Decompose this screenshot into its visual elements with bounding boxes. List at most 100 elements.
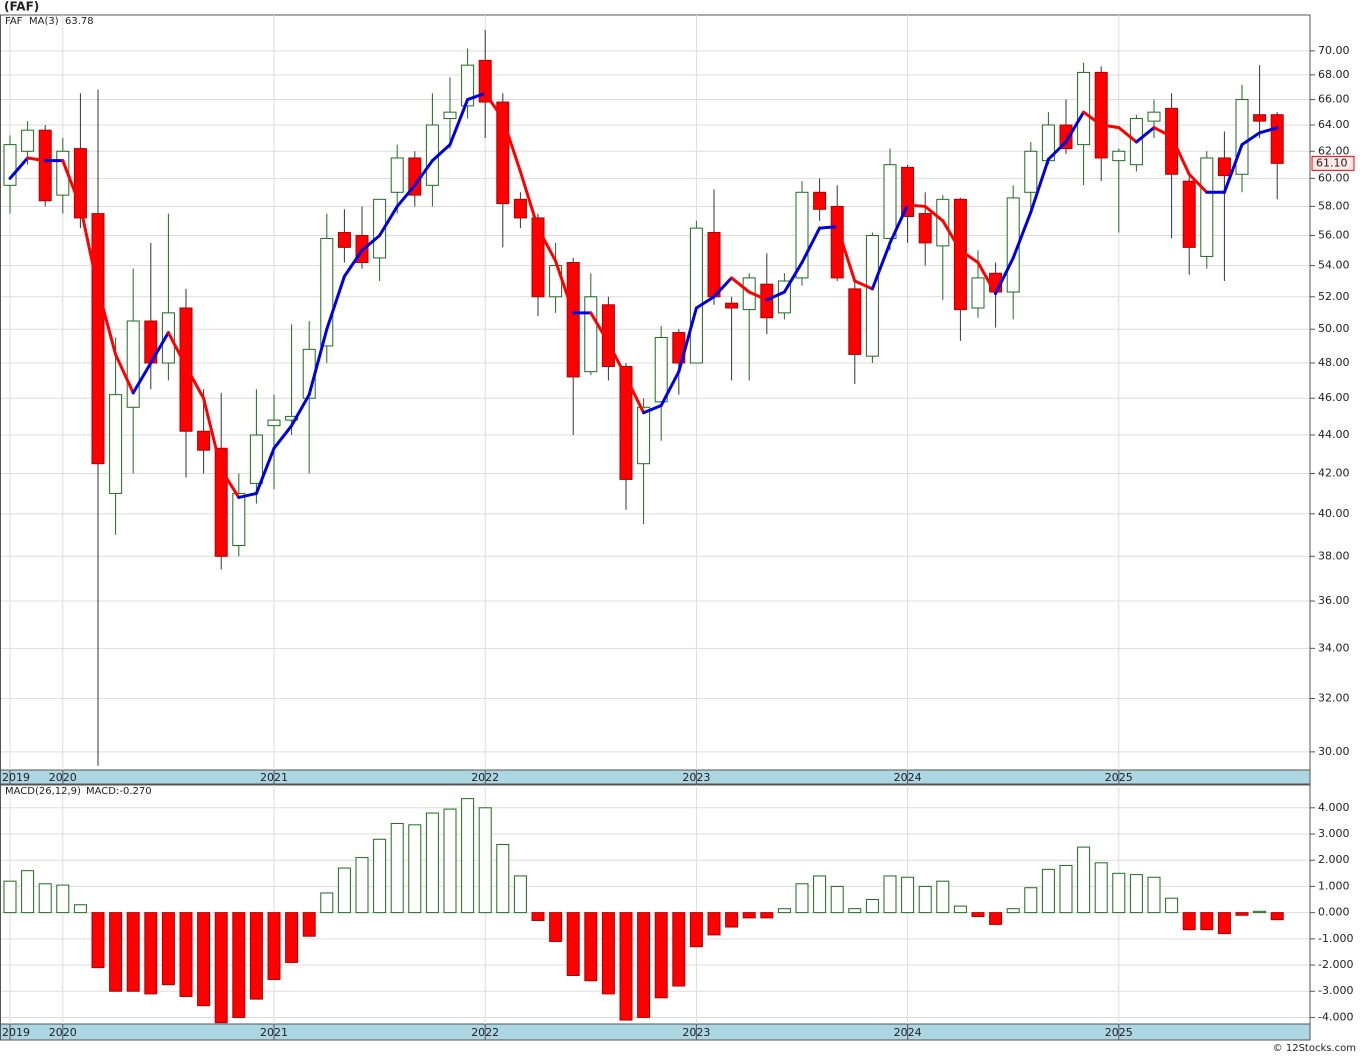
macd-bar — [73, 904, 87, 914]
ma-segment — [413, 159, 434, 187]
ma-segment — [272, 424, 294, 450]
ma-segment — [1187, 172, 1209, 194]
y-tick-label: -4.000 — [1318, 1010, 1353, 1023]
macd-bar — [531, 912, 545, 921]
macd-bar — [742, 912, 756, 919]
ma-segment — [765, 290, 786, 302]
candle-body — [1112, 150, 1126, 162]
macd-bar — [901, 876, 915, 914]
ma-segment — [906, 203, 927, 208]
candle-body — [38, 129, 52, 202]
ma-segment — [466, 91, 487, 102]
y-tick-label: 58.00 — [1318, 199, 1350, 212]
candle-body — [901, 166, 915, 217]
macd-bar — [1182, 912, 1196, 931]
x-tick-label: 2021 — [260, 771, 288, 784]
macd-bar — [179, 912, 193, 997]
candle-body — [373, 198, 387, 259]
y-tick-label: 32.00 — [1318, 691, 1350, 704]
candle-body — [91, 213, 105, 465]
ma-segment — [1222, 143, 1244, 194]
ma-segment — [747, 290, 769, 302]
ma-segment — [712, 276, 734, 299]
candle-body — [918, 213, 932, 244]
ma-segment — [536, 226, 558, 263]
x-tick-label: 2020 — [49, 771, 77, 784]
macd-bar — [1006, 908, 1020, 914]
macd-bar — [461, 798, 475, 914]
candle-body — [1270, 114, 1284, 164]
macd-bar — [689, 912, 703, 948]
y-tick-label: 46.00 — [1318, 391, 1350, 404]
candle-body — [689, 227, 703, 364]
candle-body — [1077, 71, 1091, 146]
ma-segment — [694, 295, 716, 310]
macd-bar — [320, 892, 334, 914]
ma-segment — [659, 370, 681, 407]
ma-segment — [923, 204, 945, 223]
x-tick-label: 2019 — [2, 1026, 30, 1039]
ma-segment — [131, 361, 153, 395]
macd-bar — [936, 880, 950, 914]
candle-body — [179, 307, 193, 432]
y-tick-label: 34.00 — [1318, 641, 1350, 654]
y-tick-label: 38.00 — [1318, 549, 1350, 562]
ma-segment — [237, 491, 258, 499]
ma-segment — [254, 446, 276, 495]
macd-bar — [496, 843, 510, 914]
y-tick-label: 70.00 — [1318, 44, 1350, 57]
macd-bar — [337, 867, 351, 914]
macd-bar — [1217, 912, 1231, 935]
ma-segment — [888, 203, 910, 245]
macd-bar — [38, 883, 52, 914]
y-tick-label: 50.00 — [1318, 322, 1350, 335]
ma-segment — [941, 219, 962, 252]
y-tick-label: 3.000 — [1318, 827, 1350, 840]
ma-segment — [606, 341, 628, 379]
ma-segment — [1029, 157, 1050, 214]
macd-bar — [425, 812, 439, 914]
macd-bar — [830, 885, 844, 914]
candle-body — [1217, 157, 1231, 177]
x-tick-label: 2020 — [49, 1026, 77, 1039]
candle-body — [461, 64, 475, 107]
ma-segment — [835, 225, 857, 283]
candle-body — [707, 232, 721, 298]
ma-segment — [958, 248, 980, 265]
macd-bar — [3, 880, 17, 914]
ma-segment — [395, 183, 417, 208]
ma-segment — [994, 256, 1015, 296]
y-tick-label: 56.00 — [1318, 228, 1350, 241]
candle-body — [109, 394, 123, 494]
footer: © 12Stocks.com — [1273, 1043, 1356, 1054]
candle-body — [1059, 124, 1073, 150]
macd-bar — [56, 884, 70, 914]
macd-bar — [1270, 912, 1284, 921]
candle-body — [566, 262, 580, 378]
y-tick-label: 62.00 — [1318, 144, 1350, 157]
ma-segment — [219, 468, 241, 499]
macd-bar — [109, 912, 123, 992]
macd-bar — [637, 912, 651, 1018]
x-tick-label: 2023 — [682, 771, 710, 784]
macd-bar — [566, 912, 580, 977]
macd-bar — [408, 824, 422, 914]
macd-bar — [777, 908, 791, 914]
ma-segment — [782, 261, 804, 294]
candle-body — [1200, 157, 1214, 257]
ma-segment — [677, 306, 698, 374]
ma-segment — [1258, 126, 1279, 135]
x-tick-label: 2022 — [471, 1026, 499, 1039]
candle-body — [267, 419, 281, 427]
candle-body — [390, 157, 404, 193]
candle-body — [848, 288, 862, 355]
y-tick-label: 54.00 — [1318, 259, 1350, 272]
y-tick-label: -1.000 — [1318, 932, 1353, 945]
ma-segment — [448, 98, 470, 147]
y-tick-label: 0.000 — [1318, 906, 1350, 919]
macd-bar — [91, 912, 105, 969]
macd-bar — [601, 912, 615, 995]
y-tick-label: 44.00 — [1318, 428, 1350, 441]
macd-bar — [1024, 887, 1038, 914]
ma-segment — [8, 156, 30, 180]
